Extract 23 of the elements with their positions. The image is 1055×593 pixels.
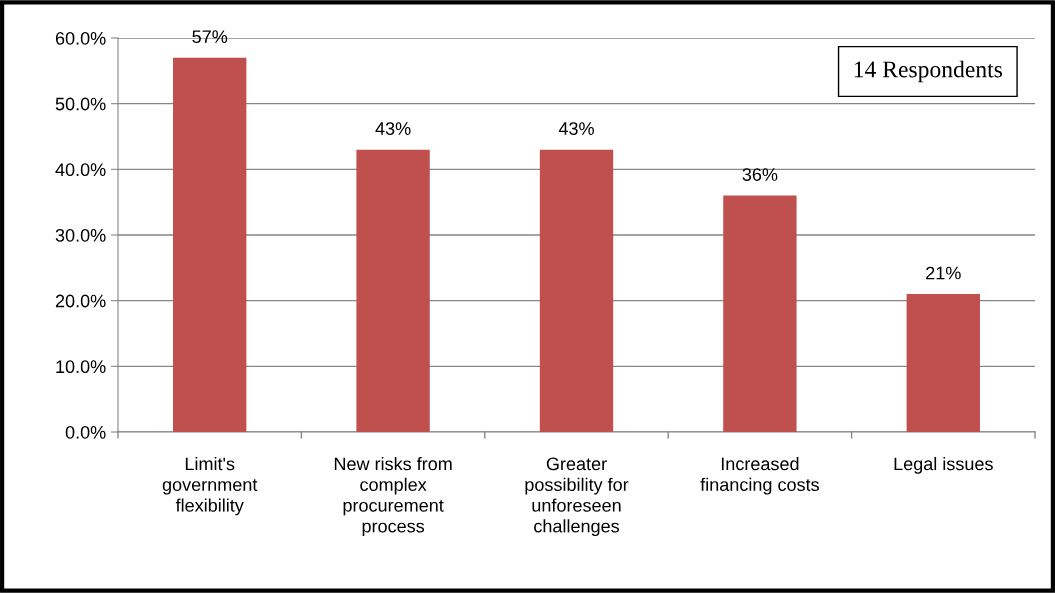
x-tick-label: Legal issues (894, 457, 993, 474)
bar (539, 149, 614, 432)
y-tick-label: 50.0% (55, 97, 106, 111)
y-tick-label: 10.0% (56, 360, 106, 374)
x-tick-label: Increased financing costs (700, 457, 819, 495)
x-tick-label: New risks from complex procurement process (334, 457, 452, 537)
y-tick-label: 60.0% (55, 31, 106, 45)
data-label: 43% (558, 122, 594, 135)
bar (356, 149, 430, 432)
data-label: 43% (375, 122, 411, 135)
x-tick-label: Greater possibility for unforeseen challenges (525, 457, 629, 537)
y-tick-label: 20.0% (55, 294, 106, 308)
bar (173, 57, 247, 432)
bar (906, 294, 980, 432)
bar (723, 195, 797, 432)
annotation: 14 Respondents (854, 60, 1003, 83)
y-tick-label: 30.0% (55, 228, 106, 242)
y-tick-label: 40.0% (55, 163, 106, 177)
data-label: 57% (192, 30, 228, 44)
data-label: 21% (926, 266, 961, 280)
y-tick-label: 0.0% (65, 425, 106, 439)
data-label: 36% (742, 168, 778, 181)
x-tick-label: Limit's government flexibility (162, 457, 258, 516)
